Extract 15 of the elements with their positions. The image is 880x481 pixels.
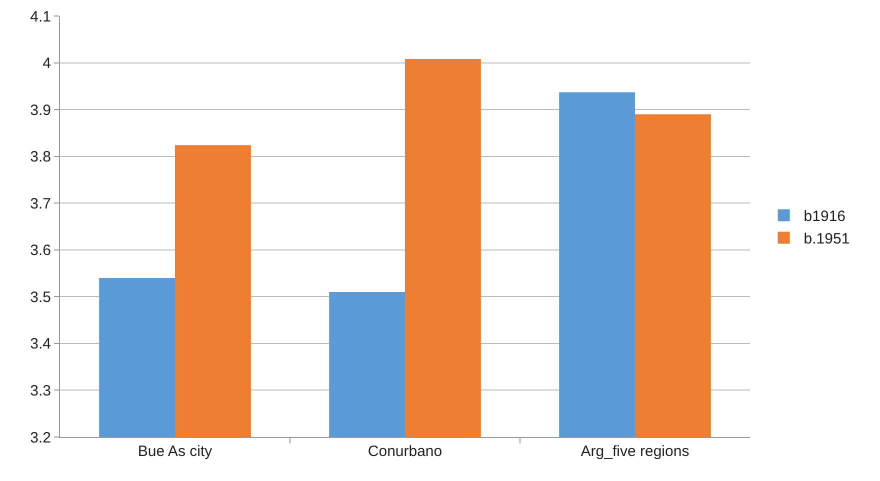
y-tick-label: 3.2	[30, 429, 51, 446]
y-tick-label: 3.7	[30, 195, 51, 212]
y-tick-label: 3.8	[30, 148, 51, 166]
x-tick-label: Bue As city	[138, 443, 213, 460]
y-tick-label: 3.5	[30, 288, 51, 306]
y-tick-label: 3.4	[30, 336, 51, 353]
legend-label: b1916	[804, 208, 846, 226]
y-tick-label: 4.1	[30, 8, 51, 26]
y-tick-label: 3.3	[30, 382, 51, 400]
legend-label: b.1951	[804, 230, 850, 248]
y-tick-label: 3.6	[30, 242, 51, 260]
y-tick-label: 3.9	[30, 102, 51, 119]
y-tick-label: 4	[42, 55, 51, 72]
x-tick-label: Conurbano	[368, 443, 442, 460]
x-tick-label: Arg_five regions	[580, 443, 690, 460]
